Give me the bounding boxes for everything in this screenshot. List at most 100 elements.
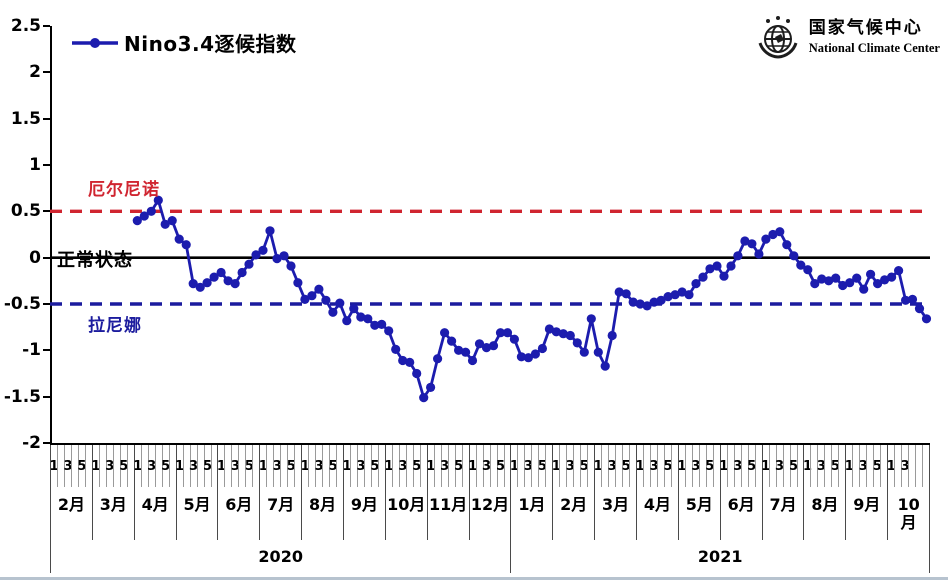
data-point-marker [593, 347, 603, 357]
data-point-marker [174, 234, 184, 244]
x-pentad-tick [475, 445, 483, 487]
x-pentad-tick [182, 445, 190, 487]
x-pentad-tick [824, 445, 831, 487]
y-tick-label: 0.5 [10, 201, 41, 222]
data-point-marker [768, 229, 778, 240]
x-pentad-tick [377, 445, 385, 487]
y-tick-mark [43, 71, 50, 74]
data-point-marker [181, 240, 191, 250]
x-pentad-tick [196, 445, 204, 487]
x-pentad-label: 5 [454, 445, 463, 487]
la-nina-label: 拉尼娜 [88, 316, 142, 336]
x-pentad-label: 3 [901, 445, 910, 487]
x-month-label: 4月 [643, 495, 672, 514]
x-pentad-label: 1 [258, 458, 268, 474]
data-point-marker [754, 249, 764, 259]
x-pentad-tick [908, 445, 915, 487]
x-pentad-label: 3 [273, 445, 282, 487]
el-nino-label: 厄尔尼诺 [88, 180, 160, 200]
ncc-logo: 国家气候中心 National Climate Center [755, 13, 940, 61]
data-point-marker [265, 226, 275, 236]
data-point-marker [705, 264, 715, 274]
data-point-marker [761, 234, 771, 244]
x-month-cell: 1 3 5 5月 [175, 445, 218, 540]
x-pentad-label: 5 [747, 445, 756, 487]
x-pentad-tick [266, 445, 273, 487]
x-month-label: 6月 [225, 495, 253, 514]
x-pentad-label: 1 [635, 458, 645, 474]
x-pentad-label: 1 [593, 458, 603, 474]
x-month-label: 3月 [602, 495, 630, 514]
x-pentad-label: 3 [482, 445, 491, 487]
x-pentad-tick [84, 445, 92, 487]
y-tick-mark [43, 256, 50, 259]
x-pentad-tick [363, 445, 371, 487]
x-pentad-tick [754, 445, 762, 487]
x-year-cell: 2020 [50, 540, 510, 573]
data-point-marker [454, 345, 464, 355]
data-point-marker [244, 259, 254, 269]
data-point-marker [747, 239, 757, 249]
x-pentad-tick [140, 445, 148, 487]
y-tick-label: 2.5 [10, 16, 41, 36]
data-point-marker [230, 279, 240, 289]
x-pentad-tick [712, 445, 720, 487]
y-tick-label: -0.5 [3, 294, 41, 314]
x-pentad-label: 3 [147, 445, 156, 487]
data-point-marker [502, 328, 513, 338]
x-pentad-tick [796, 445, 804, 487]
data-point-marker [286, 261, 296, 271]
x-pentad-label: 1 [300, 458, 310, 474]
x-month-cell: 1 3 10月 [887, 445, 931, 540]
x-pentad-label: 1 [761, 458, 771, 474]
plot-area [50, 26, 932, 443]
y-tick-label: -1 [22, 340, 41, 361]
x-pentad-tick [280, 445, 287, 487]
data-point-marker [523, 353, 533, 363]
data-point-marker [558, 329, 568, 339]
y-tick-label: 2 [29, 62, 41, 83]
data-point-marker [146, 206, 156, 216]
data-point-marker [349, 304, 359, 314]
data-point-marker [516, 352, 526, 362]
data-point-marker [579, 347, 589, 357]
x-pentad-label: 3 [524, 445, 533, 487]
data-point-marker [412, 368, 422, 379]
x-pentad-label: 1 [802, 458, 812, 474]
data-point-marker [195, 282, 205, 292]
x-month-cell: 1 3 5 1月 [510, 445, 552, 540]
data-point-marker [328, 307, 338, 317]
x-pentad-label: 5 [873, 445, 882, 487]
y-tick-mark [43, 164, 50, 166]
data-point-marker [537, 343, 547, 354]
x-month-cell: 1 3 5 10月 [384, 445, 427, 540]
data-point-marker [817, 274, 827, 284]
data-point-marker [600, 361, 610, 371]
x-pentad-tick [391, 445, 399, 487]
logo-title-cn: 国家气候中心 [808, 18, 923, 38]
data-point-marker [782, 240, 792, 250]
data-point-marker [656, 295, 666, 305]
data-point-marker [251, 250, 261, 260]
data-point-marker [153, 195, 163, 205]
x-pentad-tick [56, 445, 64, 487]
x-pentad-label: 3 [733, 445, 742, 487]
data-point-marker [614, 287, 624, 297]
data-point-marker [356, 312, 366, 322]
x-month-label: 9月 [853, 495, 881, 514]
x-pentad-label: 1 [175, 458, 185, 474]
data-point-marker [901, 295, 911, 305]
data-point-marker [726, 261, 736, 271]
data-point-marker [565, 330, 575, 341]
data-point-marker [321, 295, 331, 305]
data-point-marker [907, 294, 918, 304]
